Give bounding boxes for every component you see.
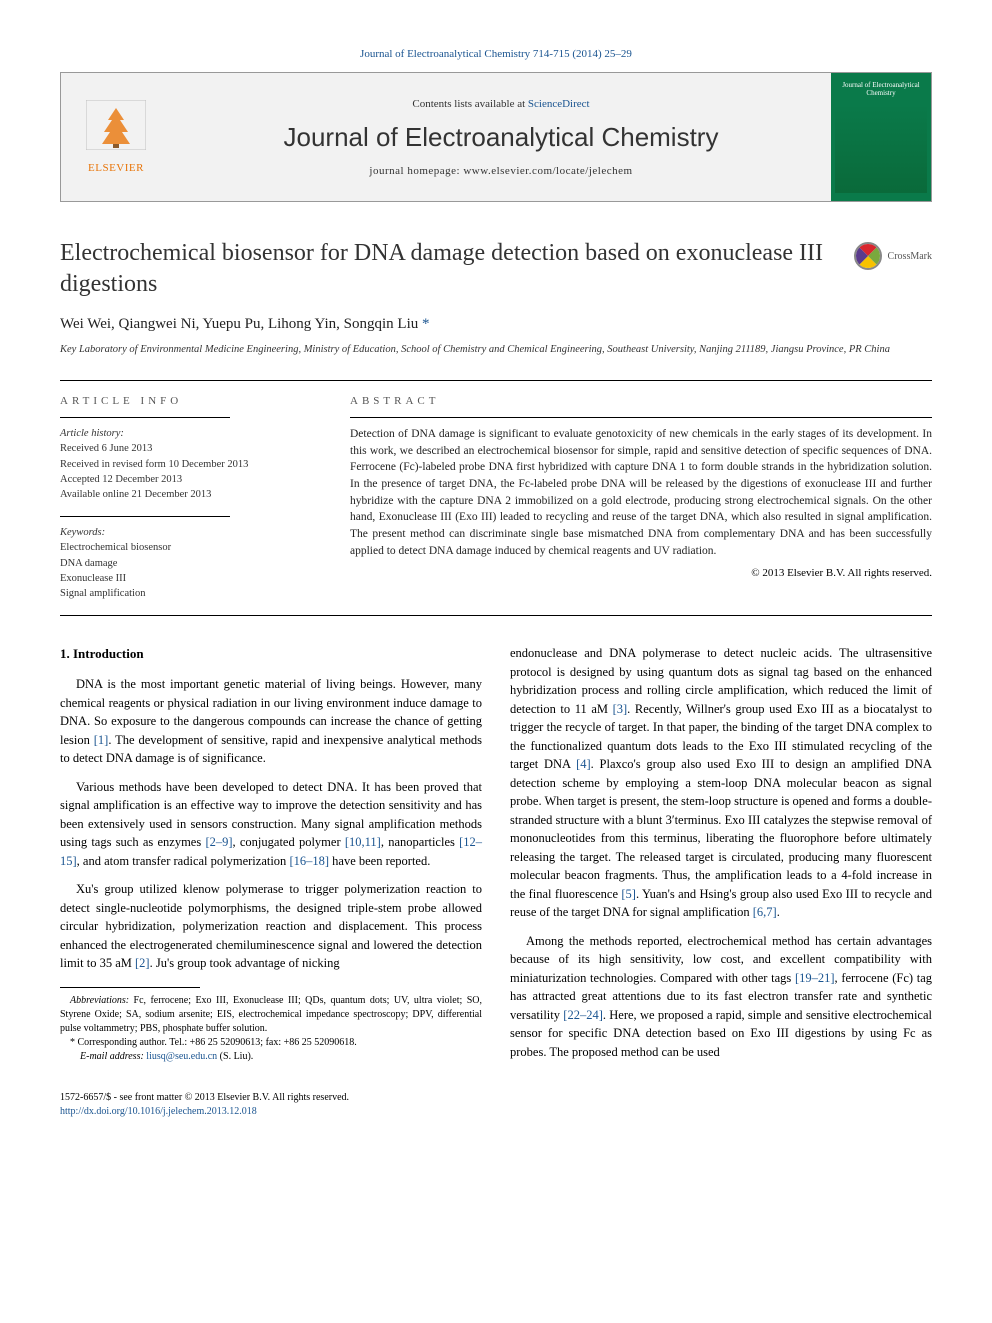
doi-link[interactable]: http://dx.doi.org/10.1016/j.jelechem.201…	[60, 1106, 257, 1117]
ref-link[interactable]: [5]	[621, 887, 636, 901]
body-columns: 1. Introduction DNA is the most importan…	[60, 644, 932, 1071]
body-paragraph: Various methods have been developed to d…	[60, 778, 482, 871]
body-paragraph: DNA is the most important genetic materi…	[60, 675, 482, 768]
abbreviations-footnote: Abbreviations: Fc, ferrocene; Exo III, E…	[60, 994, 482, 1036]
homepage-label: journal homepage:	[369, 165, 463, 177]
divider-full	[60, 615, 932, 616]
affiliation: Key Laboratory of Environmental Medicine…	[60, 343, 932, 358]
article-history: Article history: Received 6 June 2013 Re…	[60, 426, 322, 502]
keyword: Exonuclease III	[60, 571, 322, 586]
intro-heading: 1. Introduction	[60, 644, 482, 663]
authors-line: Wei Wei, Qiangwei Ni, Yuepu Pu, Lihong Y…	[60, 316, 932, 333]
abstract-divider	[350, 417, 932, 418]
body-left-col: 1. Introduction DNA is the most importan…	[60, 644, 482, 1071]
journal-header: ELSEVIER Contents lists available at Sci…	[60, 72, 932, 202]
article-title: Electrochemical biosensor for DNA damage…	[60, 238, 834, 300]
crossmark-label: CrossMark	[888, 251, 932, 262]
ref-link[interactable]: [16–18]	[289, 854, 329, 868]
journal-citation-link[interactable]: Journal of Electroanalytical Chemistry 7…	[60, 48, 932, 60]
abstract-copyright: © 2013 Elsevier B.V. All rights reserved…	[350, 567, 932, 579]
body-paragraph: Among the methods reported, electrochemi…	[510, 932, 932, 1062]
email-label: E-mail address:	[80, 1051, 146, 1062]
authors-names: Wei Wei, Qiangwei Ni, Yuepu Pu, Lihong Y…	[60, 316, 422, 332]
email-footnote: E-mail address: liusq@seu.edu.cn (S. Liu…	[60, 1050, 482, 1064]
crossmark-icon	[854, 242, 882, 270]
corresponding-email[interactable]: liusq@seu.edu.cn	[146, 1051, 217, 1062]
cover-body	[835, 104, 927, 193]
email-suffix: (S. Liu).	[217, 1051, 253, 1062]
ref-link[interactable]: [12–15]	[60, 835, 482, 868]
accepted-date: Accepted 12 December 2013	[60, 472, 322, 487]
article-info-label: article info	[60, 395, 322, 407]
article-info-col: article info Article history: Received 6…	[60, 395, 322, 601]
abstract-col: abstract Detection of DNA damage is sign…	[350, 395, 932, 601]
ref-link[interactable]: [10,11]	[345, 835, 381, 849]
footnotes: Abbreviations: Fc, ferrocene; Exo III, E…	[60, 994, 482, 1064]
history-label: Article history:	[60, 426, 322, 441]
cover-title: Journal of Electroanalytical Chemistry	[835, 81, 927, 98]
ref-link[interactable]: [22–24]	[563, 1008, 603, 1022]
header-center: Contents lists available at ScienceDirec…	[171, 73, 831, 201]
info-divider	[60, 417, 230, 418]
body-right-col: endonuclease and DNA polymerase to detec…	[510, 644, 932, 1071]
elsevier-logo[interactable]: ELSEVIER	[61, 73, 171, 201]
online-date: Available online 21 December 2013	[60, 487, 322, 502]
ref-link[interactable]: [2]	[135, 956, 150, 970]
homepage-url[interactable]: www.elsevier.com/locate/jelechem	[463, 165, 632, 177]
contents-line: Contents lists available at ScienceDirec…	[412, 98, 589, 110]
divider	[60, 380, 932, 381]
corresponding-footnote: * Corresponding author. Tel.: +86 25 520…	[60, 1036, 482, 1050]
ref-link[interactable]: [4]	[576, 757, 591, 771]
footnote-divider	[60, 987, 200, 988]
abstract-label: abstract	[350, 395, 932, 407]
bottom-issn-doi: 1572-6657/$ - see front matter © 2013 El…	[60, 1091, 932, 1119]
abstract-text: Detection of DNA damage is significant t…	[350, 426, 932, 559]
keyword: DNA damage	[60, 556, 322, 571]
elsevier-label: ELSEVIER	[88, 162, 144, 174]
crossmark-badge[interactable]: CrossMark	[854, 242, 932, 270]
issn-line: 1572-6657/$ - see front matter © 2013 El…	[60, 1091, 932, 1105]
body-paragraph: endonuclease and DNA polymerase to detec…	[510, 644, 932, 922]
info-divider	[60, 516, 230, 517]
elsevier-tree-icon	[86, 100, 146, 158]
keywords-label: Keywords:	[60, 525, 322, 540]
revised-date: Received in revised form 10 December 201…	[60, 457, 322, 472]
ref-link[interactable]: [3]	[613, 702, 628, 716]
ref-link[interactable]: [19–21]	[795, 971, 835, 985]
journal-homepage: journal homepage: www.elsevier.com/locat…	[369, 165, 632, 177]
contents-prefix: Contents lists available at	[412, 98, 527, 110]
received-date: Received 6 June 2013	[60, 441, 322, 456]
journal-name: Journal of Electroanalytical Chemistry	[284, 122, 719, 153]
ref-link[interactable]: [1]	[94, 733, 109, 747]
keyword: Signal amplification	[60, 586, 322, 601]
corresponding-mark: *	[422, 316, 430, 332]
body-paragraph: Xu's group utilized klenow polymerase to…	[60, 880, 482, 973]
abbrev-label: Abbreviations:	[70, 995, 129, 1006]
journal-cover-thumb[interactable]: Journal of Electroanalytical Chemistry	[831, 73, 931, 201]
keywords-block: Keywords: Electrochemical biosensor DNA …	[60, 525, 322, 601]
keyword: Electrochemical biosensor	[60, 540, 322, 555]
sciencedirect-link[interactable]: ScienceDirect	[528, 98, 590, 110]
ref-link[interactable]: [2–9]	[205, 835, 232, 849]
ref-link[interactable]: [6,7]	[753, 905, 777, 919]
